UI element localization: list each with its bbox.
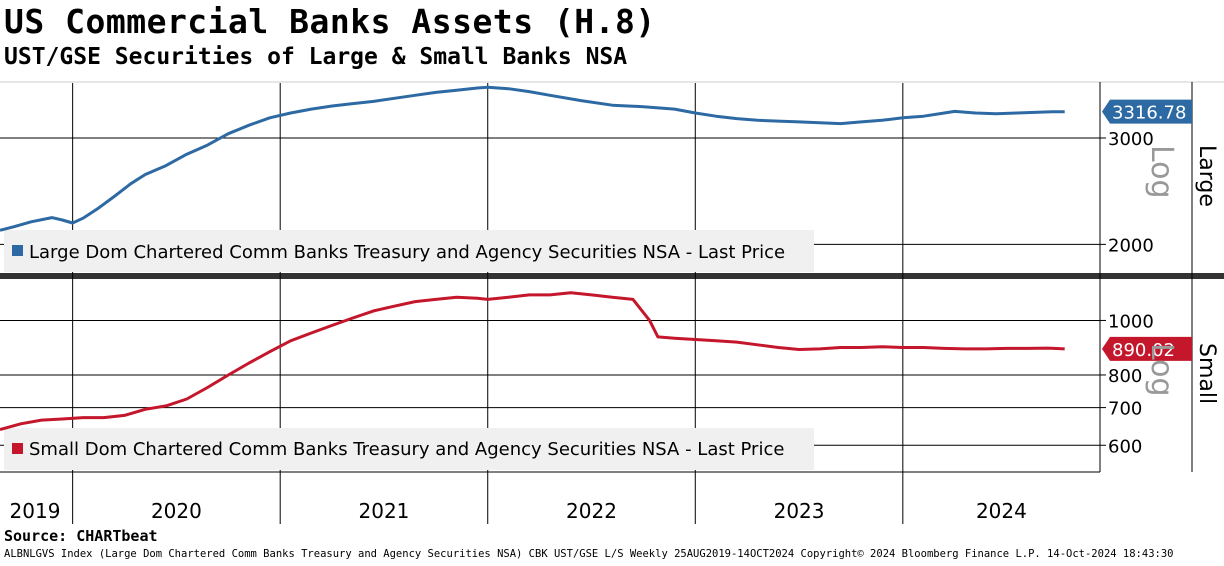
y-tick-label-1-3: 1000: [1108, 311, 1154, 332]
top-side-label: Large: [1194, 145, 1219, 207]
small-last-value-label: 890.02: [1112, 340, 1175, 361]
bottom-y-tick-labels: 600 700 800 1000: [1108, 311, 1154, 457]
source-note: Source: CHARTbeat: [4, 527, 158, 545]
x-label-2023: 2023: [774, 499, 825, 523]
footer-note: ALBNLGVS Index (Large Dom Chartered Comm…: [4, 548, 1174, 560]
bottom-legend-label: Small Dom Chartered Comm Banks Treasury …: [29, 439, 784, 460]
y-tick-label-1-1: 700: [1108, 399, 1142, 420]
chart-title: US Commercial Banks Assets (H.8): [4, 2, 656, 41]
chart-subtitle: UST/GSE Securities of Large & Small Bank…: [4, 44, 628, 70]
x-axis-year-labels: 2019 2020 2021 2022 2023 2024: [10, 499, 1027, 523]
top-log-label: Log: [1144, 145, 1179, 199]
small-banks-series-line: [0, 291, 1065, 431]
bottom-side-label: Small: [1194, 343, 1219, 404]
x-label-2021: 2021: [359, 499, 410, 523]
bottom-panel-grid: [0, 319, 1106, 446]
bottom-legend-box: [4, 428, 814, 470]
top-y-tick-labels: 2000 3000: [1108, 129, 1154, 256]
x-label-2022: 2022: [566, 499, 617, 523]
x-label-2019: 2019: [10, 499, 61, 523]
bottom-legend-swatch: [12, 443, 23, 454]
small-last-value-tag: 890.02: [1102, 336, 1192, 361]
large-banks-series-line: [0, 85, 1065, 232]
x-label-2020: 2020: [151, 499, 202, 523]
x-label-2024: 2024: [976, 499, 1027, 523]
large-last-value-tag: 3316.78: [1102, 99, 1192, 124]
bottom-log-label: Log: [1144, 343, 1179, 397]
large-last-value-label: 3316.78: [1112, 103, 1186, 124]
panel-separator: [0, 273, 1224, 279]
y-tick-label-0-1: 3000: [1108, 129, 1154, 150]
top-legend-label: Large Dom Chartered Comm Banks Treasury …: [29, 242, 785, 263]
top-legend-swatch: [12, 245, 23, 256]
y-tick-label-1-0: 600: [1108, 436, 1142, 457]
top-legend-box: [4, 230, 814, 272]
y-tick-label-0-0: 2000: [1108, 235, 1154, 256]
y-tick-label-1-2: 800: [1108, 366, 1142, 387]
top-panel-grid: [0, 137, 1106, 245]
